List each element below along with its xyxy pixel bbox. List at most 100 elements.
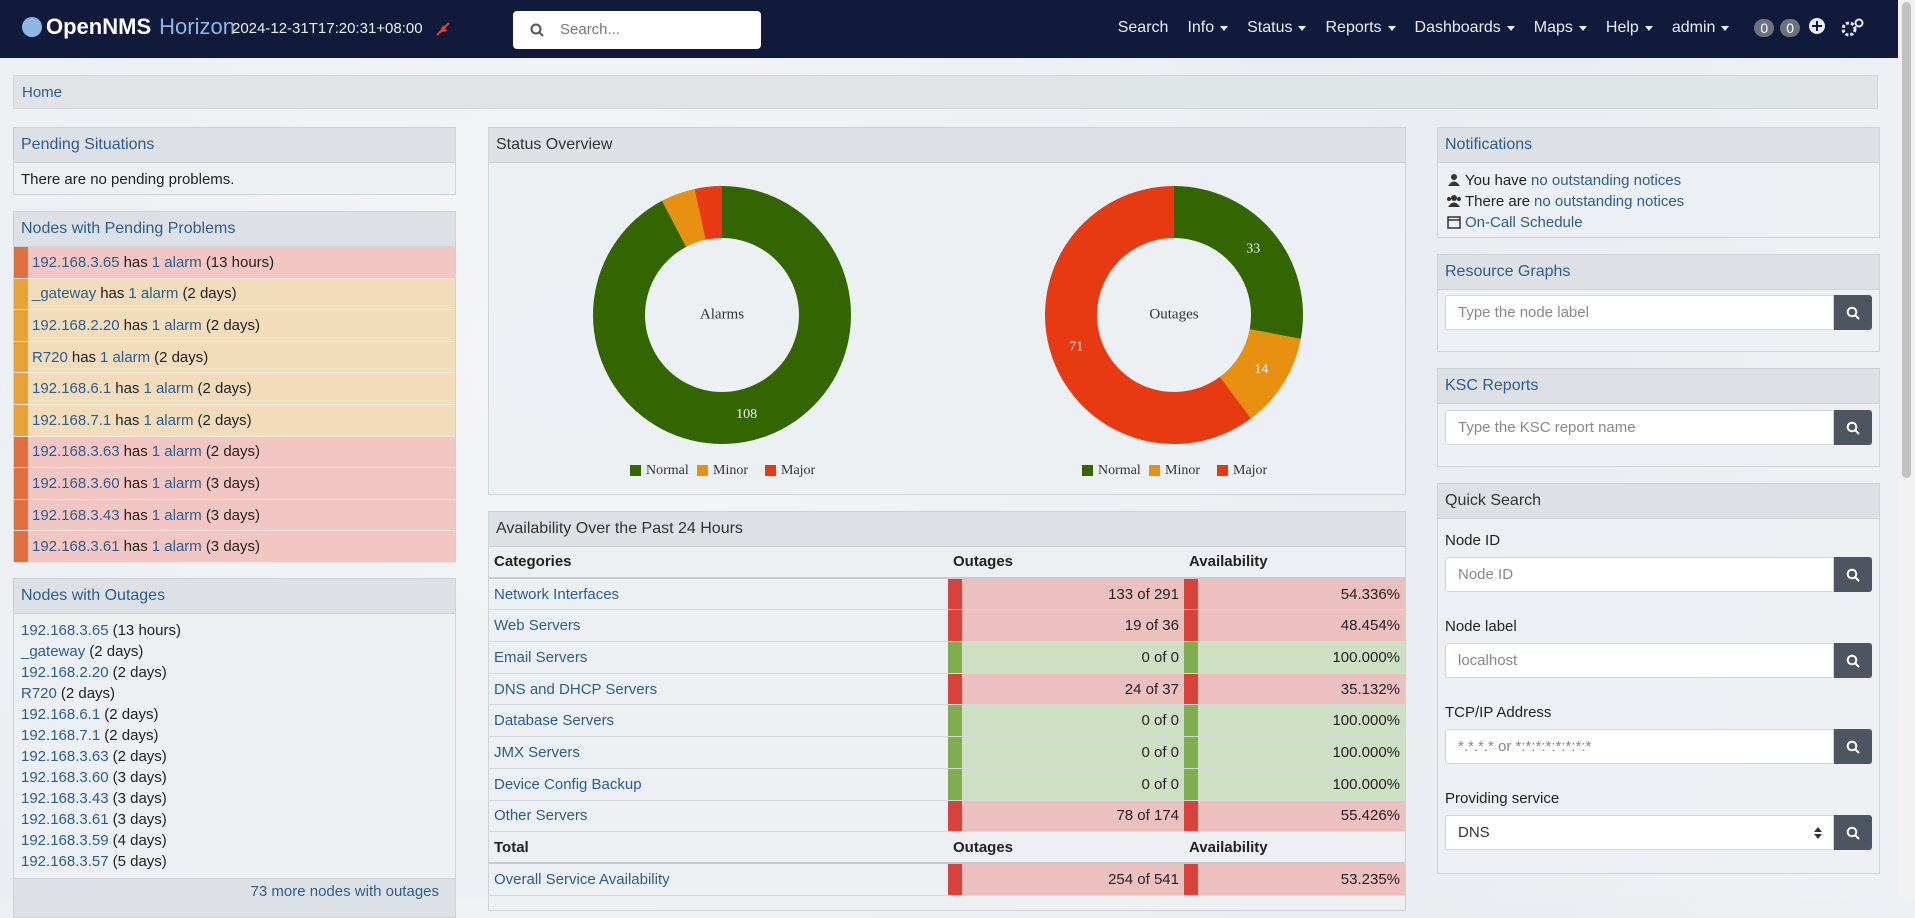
- category-link[interactable]: Email Servers: [494, 648, 588, 666]
- text-input[interactable]: Type the KSC report name: [1445, 410, 1834, 445]
- alarm-link[interactable]: 1 alarm: [151, 443, 202, 461]
- text-input[interactable]: localhost: [1445, 643, 1834, 678]
- category-link[interactable]: Network Interfaces: [494, 585, 620, 603]
- node-link[interactable]: _gateway: [32, 285, 97, 303]
- category-link[interactable]: Device Config Backup: [494, 775, 642, 793]
- node-link[interactable]: 192.168.7.1: [32, 411, 112, 429]
- donut-slice: [694, 186, 722, 240]
- status-bar: [1184, 673, 1198, 705]
- category-link[interactable]: Overall Service Availability: [494, 870, 670, 888]
- alarm-link[interactable]: 1 alarm: [100, 348, 151, 366]
- status-bar: [1184, 737, 1198, 768]
- node-link[interactable]: 192.168.3.60: [21, 769, 109, 786]
- text-input[interactable]: *.*.*.* or *:*:*:*:*:*:*:*: [1445, 729, 1834, 764]
- alarm-link[interactable]: 1 alarm: [151, 316, 202, 334]
- alarm-link[interactable]: 1 alarm: [143, 380, 194, 398]
- notice-link[interactable]: no outstanding notices: [1534, 193, 1685, 210]
- search-button[interactable]: [1834, 643, 1872, 678]
- severity-bar: [14, 310, 28, 341]
- table-row: Network Interfaces 133 of 291 54.336%: [489, 578, 1405, 611]
- node-link[interactable]: R720: [21, 685, 57, 702]
- category-link[interactable]: JMX Servers: [494, 743, 580, 761]
- menu-item[interactable]: Dashboards: [1415, 19, 1515, 37]
- panel-title[interactable]: Nodes with Pending Problems: [14, 212, 455, 247]
- connector: has: [123, 316, 148, 334]
- search-box[interactable]: Search...: [513, 11, 761, 49]
- menu-item[interactable]: admin: [1672, 19, 1730, 37]
- badge: 0: [1754, 19, 1775, 37]
- settings-icon[interactable]: [1840, 17, 1864, 39]
- node-link[interactable]: 192.168.3.43: [32, 506, 120, 524]
- category-link[interactable]: DNS and DHCP Servers: [494, 680, 658, 698]
- alarm-link[interactable]: 1 alarm: [151, 253, 202, 271]
- connector: has: [123, 474, 148, 492]
- search-button[interactable]: [1834, 729, 1872, 764]
- node-link[interactable]: 192.168.3.65: [21, 622, 109, 639]
- search-icon: [1846, 826, 1860, 840]
- node-link[interactable]: 192.168.2.20: [21, 664, 109, 681]
- node-link[interactable]: 192.168.3.59: [21, 832, 109, 849]
- panel-title[interactable]: Nodes with Outages: [14, 579, 455, 614]
- alarm-link[interactable]: 1 alarm: [151, 538, 202, 556]
- severity-bar: [14, 468, 28, 499]
- node-link[interactable]: 192.168.3.63: [21, 748, 109, 765]
- search-button[interactable]: [1834, 295, 1872, 330]
- menu-item[interactable]: Status: [1247, 19, 1307, 37]
- notice-link[interactable]: On-Call Schedule: [1465, 214, 1583, 231]
- node-link[interactable]: 192.168.7.1: [21, 727, 101, 744]
- menu-item[interactable]: Reports: [1325, 19, 1396, 37]
- text-input[interactable]: Type the node label: [1445, 295, 1834, 330]
- scroll-thumb[interactable]: [1902, 2, 1911, 478]
- alarm-link[interactable]: 1 alarm: [151, 506, 202, 524]
- node-link[interactable]: 192.168.2.20: [32, 316, 120, 334]
- node-link[interactable]: _gateway: [21, 643, 86, 660]
- brand[interactable]: OpenNMS Horizon: [22, 14, 235, 40]
- field-label: Providing service: [1445, 790, 1560, 807]
- breadcrumb-link[interactable]: Home: [22, 84, 63, 101]
- category-link[interactable]: Database Servers: [494, 712, 615, 730]
- panel-title[interactable]: Pending Situations: [14, 128, 455, 163]
- connector: has: [100, 285, 125, 303]
- menu: Search Info Status Reports Dashboards Maps Hel…: [1118, 19, 1820, 37]
- node-link[interactable]: 192.168.3.60: [32, 474, 120, 492]
- alarm-link[interactable]: 1 alarm: [151, 474, 202, 492]
- search-button[interactable]: [1834, 557, 1872, 592]
- node-link[interactable]: 192.168.6.1: [32, 380, 112, 398]
- alarm-link[interactable]: 1 alarm: [143, 411, 194, 429]
- outage-row: 192.168.3.60 (3 days): [21, 767, 448, 788]
- outages-value: 133 of 291: [1108, 585, 1179, 603]
- node-link[interactable]: R720: [32, 348, 68, 366]
- menu-item[interactable]: Maps: [1534, 19, 1587, 37]
- scrollbar[interactable]: [1898, 0, 1915, 898]
- problem-text: R720 has 1 alarm (2 days): [28, 349, 208, 366]
- panel-title[interactable]: KSC Reports: [1438, 369, 1879, 404]
- search-button[interactable]: [1834, 410, 1872, 445]
- node-link[interactable]: 192.168.3.63: [32, 443, 120, 461]
- panel-title[interactable]: Notifications: [1438, 128, 1879, 163]
- status-bar: [948, 673, 962, 705]
- menu-item[interactable]: Search: [1118, 19, 1169, 37]
- notice-link[interactable]: no outstanding notices: [1531, 172, 1682, 189]
- node-link[interactable]: 192.168.3.61: [32, 538, 120, 556]
- text-input[interactable]: Node ID: [1445, 557, 1834, 592]
- menu-item[interactable]: Info: [1187, 19, 1229, 37]
- select-input[interactable]: DNS: [1445, 815, 1834, 850]
- category-link[interactable]: Web Servers: [494, 617, 581, 635]
- notice-icon[interactable]: [436, 22, 450, 36]
- category-link[interactable]: Other Servers: [494, 807, 588, 825]
- search-button[interactable]: [1834, 815, 1872, 850]
- more-link[interactable]: 73 more nodes with outages: [250, 883, 439, 900]
- node-link[interactable]: 192.168.6.1: [21, 706, 101, 723]
- add-icon[interactable]: [1808, 17, 1826, 35]
- status-bar: [948, 863, 962, 895]
- node-link[interactable]: 192.168.3.65: [32, 253, 120, 271]
- menu-item[interactable]: Help: [1606, 19, 1653, 37]
- panel-title[interactable]: Resource Graphs: [1438, 255, 1879, 290]
- outage-row: 192.168.6.1 (2 days): [21, 704, 448, 725]
- node-link[interactable]: 192.168.3.61: [21, 811, 109, 828]
- node-link[interactable]: 192.168.3.43: [21, 790, 109, 807]
- menu-label: Reports: [1325, 19, 1382, 36]
- node-link[interactable]: 192.168.3.57: [21, 853, 109, 870]
- alarm-link[interactable]: 1 alarm: [128, 285, 179, 303]
- status-bar: [948, 610, 962, 642]
